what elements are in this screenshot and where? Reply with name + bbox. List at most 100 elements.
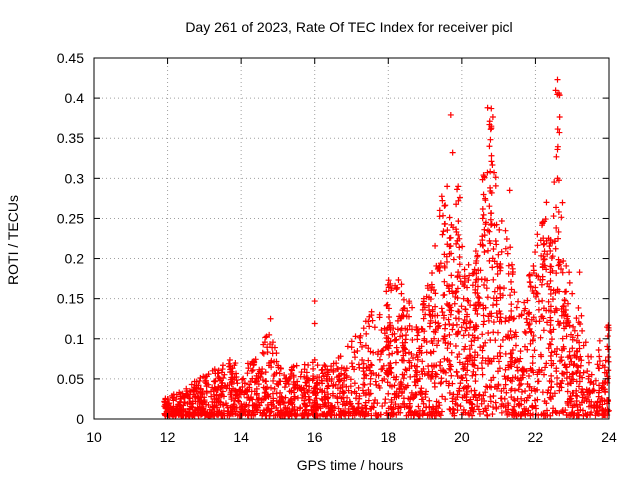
data-point (420, 301, 427, 308)
data-point (514, 356, 521, 363)
data-point (596, 365, 603, 372)
data-point (318, 367, 325, 374)
data-point (253, 390, 260, 397)
plot-frame (93, 57, 610, 420)
data-point (498, 217, 505, 224)
data-point (512, 342, 519, 349)
data-point (526, 325, 533, 332)
data-point (215, 411, 222, 418)
data-point (219, 379, 226, 386)
data-point (355, 404, 362, 411)
data-point (461, 283, 468, 290)
data-point (297, 404, 304, 411)
data-point (460, 406, 467, 413)
data-point (568, 331, 575, 338)
data-point (320, 372, 327, 379)
data-point (400, 296, 407, 303)
data-point (533, 272, 540, 279)
data-point (436, 267, 443, 274)
data-point (399, 332, 406, 339)
data-point (440, 292, 447, 299)
data-point (276, 411, 283, 418)
data-point (450, 224, 457, 231)
data-point (515, 298, 522, 305)
data-point (554, 235, 561, 242)
data-point (324, 368, 331, 375)
data-point (328, 402, 335, 409)
data-point (521, 307, 528, 314)
data-point (311, 320, 318, 327)
data-point (354, 347, 361, 354)
axis-ticks: 10 12 14 16 18 20 22 24 0 0.05 0.1 0.15 0.2 0.25 0.3 0.… (57, 50, 617, 445)
data-point (270, 377, 277, 384)
data-point (419, 306, 426, 313)
data-point (508, 301, 515, 308)
data-point (569, 345, 576, 352)
data-point (187, 389, 194, 396)
data-point (269, 390, 276, 397)
data-point (201, 394, 208, 401)
data-point (480, 321, 487, 328)
data-point (598, 385, 605, 392)
data-point (520, 368, 527, 375)
data-point (462, 371, 469, 378)
data-point (479, 237, 486, 244)
data-point (448, 349, 455, 356)
data-point (253, 372, 260, 379)
data-point (569, 290, 576, 297)
data-point (519, 409, 526, 416)
data-point (479, 371, 486, 378)
data-point (414, 411, 421, 418)
data-point (529, 337, 536, 344)
data-point (494, 271, 501, 277)
data-point (432, 303, 439, 310)
data-point (474, 365, 481, 372)
data-point (417, 389, 424, 396)
data-point (479, 347, 486, 354)
data-point (578, 312, 585, 319)
data-point (431, 383, 438, 390)
data-point (290, 385, 297, 392)
data-point (294, 394, 301, 401)
data-point (513, 304, 520, 311)
data-point (373, 371, 380, 378)
data-point (548, 378, 555, 385)
data-point (556, 322, 563, 329)
data-point (420, 315, 427, 322)
data-point (321, 362, 328, 369)
data-point (405, 313, 412, 320)
data-point (338, 364, 345, 371)
data-point (186, 387, 193, 394)
data-point (564, 388, 571, 395)
data-point (493, 404, 500, 411)
data-point (387, 360, 394, 367)
data-point (449, 149, 456, 156)
data-point (339, 390, 346, 397)
data-point (495, 358, 502, 365)
data-point (519, 365, 526, 372)
data-point (378, 327, 385, 334)
data-point (393, 388, 400, 395)
data-point (492, 182, 499, 189)
data-point (367, 406, 374, 413)
data-point (257, 409, 264, 416)
data-point (521, 343, 528, 350)
data-point (423, 338, 430, 345)
data-point (422, 391, 429, 398)
data-point (387, 322, 394, 329)
data-point (457, 380, 464, 387)
data-point (430, 348, 437, 355)
data-point (481, 318, 488, 325)
data-point (383, 338, 390, 345)
data-point (226, 356, 233, 363)
data-point (489, 411, 496, 418)
data-point (460, 295, 467, 302)
data-point (433, 342, 440, 349)
data-point (366, 323, 373, 330)
data-point (371, 324, 378, 331)
data-point (533, 405, 540, 412)
data-point (469, 372, 476, 379)
data-point (508, 363, 515, 370)
x-tick-label: 14 (233, 429, 249, 445)
data-point (435, 323, 442, 330)
